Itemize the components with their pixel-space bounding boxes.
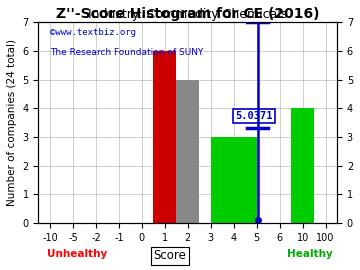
Title: Z''-Score Histogram for CE (2016): Z''-Score Histogram for CE (2016)	[56, 7, 320, 21]
Text: Healthy: Healthy	[287, 249, 333, 259]
Text: 5.0371: 5.0371	[235, 111, 273, 121]
Bar	[291, 108, 314, 223]
Text: ©www.textbiz.org: ©www.textbiz.org	[50, 28, 136, 37]
Text: Industry: Commodity Chemicals: Industry: Commodity Chemicals	[88, 8, 288, 21]
Bar	[211, 137, 257, 223]
Text: The Research Foundation of SUNY: The Research Foundation of SUNY	[50, 48, 204, 57]
Text: Score: Score	[153, 249, 186, 262]
Bar	[176, 80, 199, 223]
Bar	[153, 51, 176, 223]
Text: Unhealthy: Unhealthy	[47, 249, 107, 259]
Y-axis label: Number of companies (24 total): Number of companies (24 total)	[7, 39, 17, 206]
